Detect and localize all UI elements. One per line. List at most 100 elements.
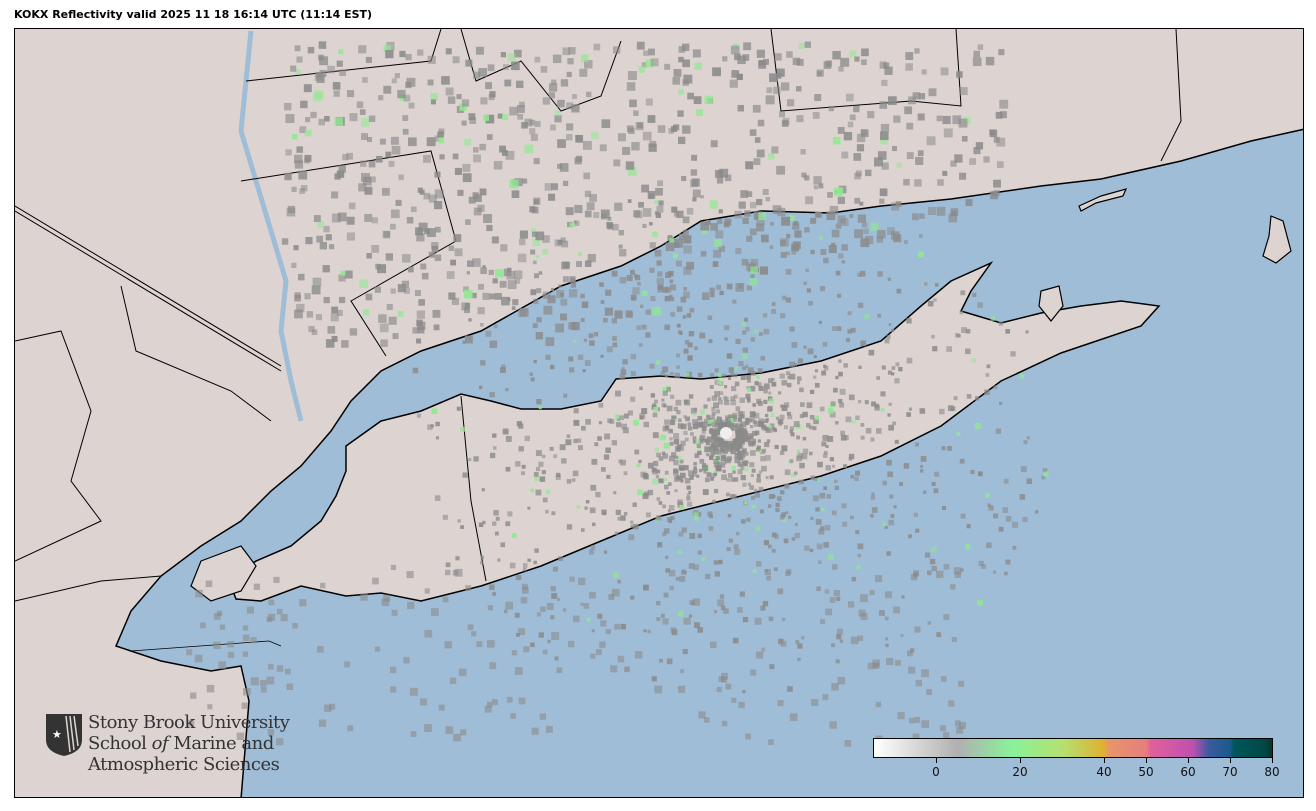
echo-pixel (597, 436, 602, 441)
echo-pixel (914, 179, 922, 187)
echo-pixel (534, 120, 541, 128)
echo-pixel (679, 504, 685, 510)
echo-pixel (305, 117, 311, 123)
echo-pixel (657, 542, 663, 548)
echo-pixel (735, 435, 741, 441)
echo-pixel (710, 292, 715, 298)
echo-pixel (804, 545, 810, 551)
echo-pixel (710, 140, 718, 148)
echo-pixel (786, 251, 790, 256)
echo-pixel (639, 386, 643, 391)
hudson-river (238, 30, 304, 422)
echo-pixel (554, 110, 561, 117)
echo-pixel (546, 602, 554, 610)
echo-pixel (722, 56, 728, 62)
echo-pixel (291, 262, 297, 269)
echo-pixel (832, 464, 836, 468)
echo-pixel (812, 111, 820, 119)
echo-pixel (460, 729, 467, 736)
echo-pixel (721, 419, 725, 424)
echo-pixel (817, 461, 823, 468)
echo-pixel (983, 156, 990, 163)
echo-pixel (664, 470, 669, 475)
echo-pixel (438, 704, 445, 711)
echo-pixel (896, 288, 902, 294)
echo-pixel (732, 438, 736, 443)
echo-pixel (669, 237, 675, 244)
echo-pixel (905, 63, 913, 71)
echo-pixel (686, 261, 695, 270)
echo-pixel (849, 50, 857, 58)
echo-pixel (822, 434, 829, 441)
echo-pixel (998, 49, 1005, 56)
echo-pixel (323, 296, 330, 304)
echo-pixel (781, 295, 787, 301)
echo-pixel (465, 59, 473, 67)
echo-pixel (754, 430, 760, 436)
echo-pixel (788, 515, 792, 519)
echo-pixel (818, 528, 825, 535)
echo-pixel (534, 548, 539, 553)
echo-pixel (824, 524, 831, 531)
echo-pixel (530, 289, 537, 296)
echo-pixel (876, 236, 883, 243)
echo-pixel (793, 362, 797, 367)
echo-pixel (737, 462, 742, 467)
echo-pixel (796, 455, 803, 462)
echo-pixel (668, 569, 676, 577)
echo-pixel (783, 402, 790, 408)
echo-pixel (823, 541, 830, 548)
echo-pixel (316, 235, 324, 243)
echo-pixel (294, 294, 301, 302)
echo-pixel (505, 521, 511, 527)
echo-pixel (703, 717, 710, 723)
echo-pixel (813, 355, 817, 359)
echo-pixel (493, 160, 503, 170)
echo-pixel (756, 198, 763, 206)
echo-pixel (390, 564, 397, 570)
echo-pixel (677, 110, 684, 117)
echo-pixel (779, 450, 785, 455)
echo-pixel (908, 96, 916, 105)
echo-pixel (683, 348, 689, 354)
echo-pixel (851, 419, 856, 424)
echo-pixel (267, 663, 274, 670)
echo-pixel (960, 568, 964, 572)
echo-pixel (656, 497, 661, 501)
echo-pixel (985, 373, 990, 377)
echo-pixel (666, 387, 672, 392)
echo-pixel (394, 73, 400, 79)
echo-pixel (899, 482, 903, 486)
echo-pixel (687, 355, 693, 361)
echo-pixel (814, 94, 822, 102)
echo-pixel (756, 216, 765, 226)
echo-pixel (702, 489, 709, 495)
echo-pixel (676, 323, 681, 328)
echo-pixel (714, 379, 720, 385)
echo-pixel (497, 558, 501, 562)
echo-pixel (781, 82, 790, 91)
echo-pixel (588, 333, 594, 339)
radar-map[interactable] (14, 28, 1304, 798)
echo-pixel (974, 422, 981, 429)
echo-pixel (578, 577, 586, 586)
echo-pixel (726, 478, 730, 482)
echo-pixel (1025, 330, 1029, 334)
echo-pixel (533, 359, 537, 364)
echo-pixel (466, 260, 474, 267)
echo-pixel (838, 66, 844, 72)
echo-pixel (729, 79, 738, 88)
echo-pixel (856, 144, 865, 152)
echo-pixel (744, 375, 749, 380)
echo-pixel (697, 446, 701, 450)
echo-pixel (489, 452, 496, 459)
echo-pixel (961, 327, 967, 334)
echo-pixel (740, 190, 749, 198)
echo-pixel (710, 419, 714, 423)
echo-pixel (242, 625, 249, 631)
echo-pixel (213, 641, 221, 650)
echo-pixel (745, 262, 755, 271)
echo-pixel (812, 495, 819, 502)
echo-pixel (654, 200, 659, 205)
echo-pixel (781, 445, 788, 452)
